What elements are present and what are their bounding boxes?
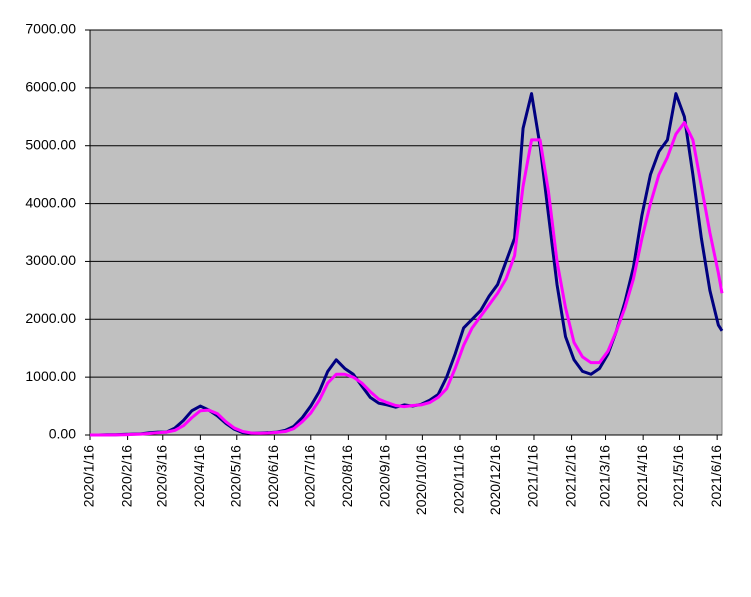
x-tick-label: 2021/1/16 bbox=[525, 445, 541, 507]
x-tick-label: 2020/6/16 bbox=[265, 445, 281, 507]
x-tick-label: 2020/9/16 bbox=[377, 445, 393, 507]
y-tick-label: 7000.00 bbox=[25, 21, 76, 37]
x-tick-label: 2021/3/16 bbox=[596, 445, 612, 507]
x-tick-label: 2020/7/16 bbox=[301, 445, 317, 507]
y-tick-label: 5000.00 bbox=[25, 136, 76, 152]
x-tick-label: 2020/5/16 bbox=[227, 445, 243, 507]
y-tick-label: 1000.00 bbox=[25, 368, 76, 384]
x-tick-label: 2021/4/16 bbox=[634, 445, 650, 507]
x-tick-label: 2020/8/16 bbox=[339, 445, 355, 507]
x-tick-label: 2020/2/16 bbox=[118, 445, 134, 507]
y-tick-label: 0.00 bbox=[49, 426, 76, 442]
series-line bbox=[90, 121, 724, 437]
x-tick-label: 2021/2/16 bbox=[562, 445, 578, 507]
plot-area bbox=[89, 29, 723, 436]
x-tick-label: 2020/10/16 bbox=[413, 445, 429, 515]
y-tick-label: 4000.00 bbox=[25, 194, 76, 210]
y-tick-label: 6000.00 bbox=[25, 79, 76, 95]
x-tick-label: 2020/11/16 bbox=[451, 445, 467, 514]
x-tick-label: 2020/1/16 bbox=[81, 445, 97, 507]
y-tick-label: 3000.00 bbox=[25, 252, 76, 268]
x-tick-label: 2020/3/16 bbox=[153, 445, 169, 507]
x-tick-label: 2021/6/16 bbox=[708, 445, 724, 507]
x-tick-label: 2021/5/16 bbox=[670, 445, 686, 507]
y-tick-label: 2000.00 bbox=[25, 310, 76, 326]
x-tick-label: 2020/4/16 bbox=[191, 445, 207, 507]
x-tick-label: 2020/12/16 bbox=[487, 445, 503, 515]
